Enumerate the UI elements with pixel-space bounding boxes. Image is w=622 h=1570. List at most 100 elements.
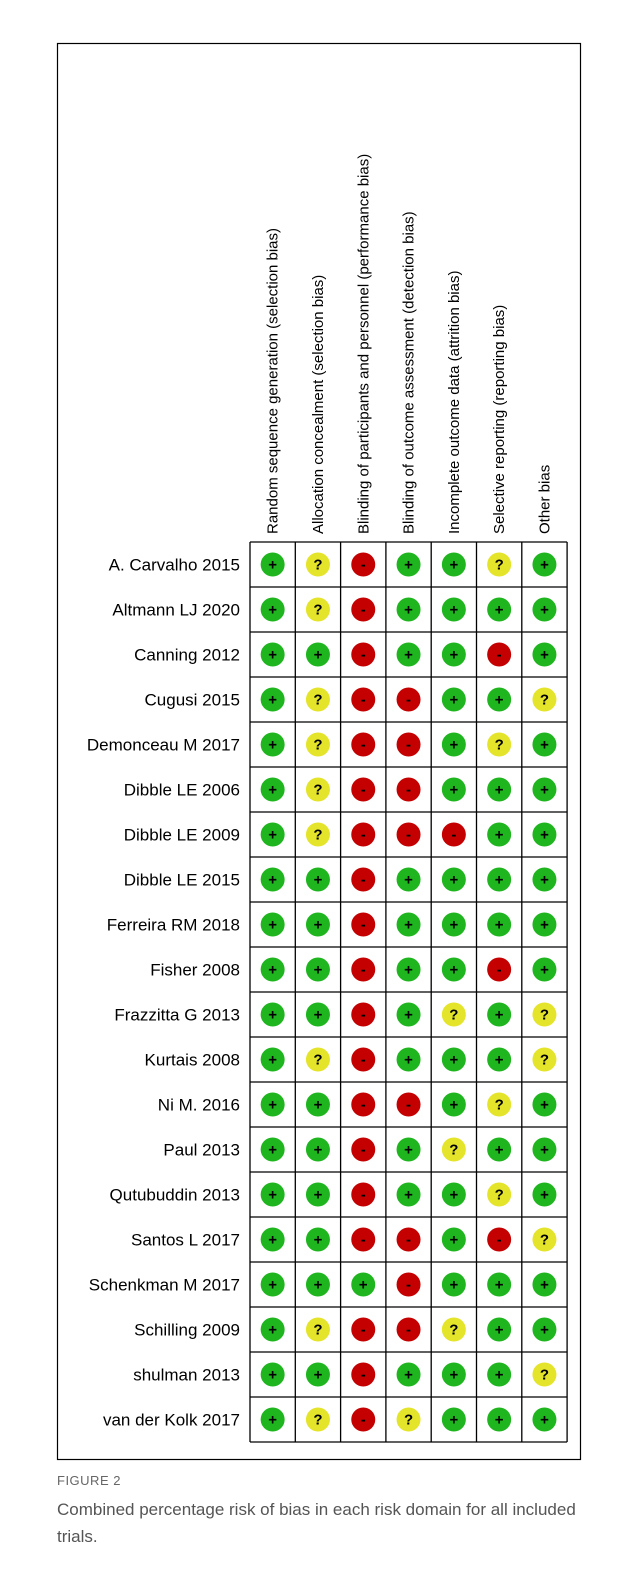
caption-text: Combined percentage risk of bias in each… xyxy=(57,1500,576,1546)
judgment-dot xyxy=(305,912,330,937)
judgment-symbol: - xyxy=(361,917,366,934)
judgment-symbol: + xyxy=(449,557,458,574)
judgment-symbol: + xyxy=(540,1412,549,1429)
judgment-symbol: + xyxy=(268,1007,277,1024)
judgment-symbol: + xyxy=(314,1277,323,1294)
judgment-dot xyxy=(487,1002,512,1027)
judgment-symbol: - xyxy=(361,1322,366,1339)
judgment-symbol: + xyxy=(495,1007,504,1024)
judgment-dot xyxy=(441,597,466,622)
judgment-dot xyxy=(532,1137,557,1162)
judgment-symbol: + xyxy=(449,1097,458,1114)
study-label: Ni M. 2016 xyxy=(158,1096,240,1115)
judgment-symbol: + xyxy=(268,1097,277,1114)
judgment-dot xyxy=(351,1317,376,1342)
domain-label: Other bias xyxy=(536,465,553,534)
judgment-symbol: ? xyxy=(540,1052,549,1069)
judgment-symbol: + xyxy=(449,1412,458,1429)
judgment-symbol: - xyxy=(361,1367,366,1384)
judgment-dot xyxy=(441,1272,466,1297)
judgment-symbol: + xyxy=(540,1142,549,1159)
judgment-dot xyxy=(305,687,330,712)
study-label: Canning 2012 xyxy=(134,646,240,665)
judgment-dot xyxy=(305,552,330,577)
judgment-symbol: + xyxy=(449,1277,458,1294)
judgment-symbol: + xyxy=(449,602,458,619)
judgment-dot xyxy=(260,1362,285,1387)
judgment-symbol: - xyxy=(406,782,411,799)
judgment-symbol: + xyxy=(495,692,504,709)
judgment-dot xyxy=(305,777,330,802)
judgment-symbol: - xyxy=(361,872,366,889)
figure: Random sequence generation (selection bi… xyxy=(56,42,582,1461)
judgment-dot xyxy=(532,1092,557,1117)
judgment-symbol: + xyxy=(314,1232,323,1249)
domain-label: Selective reporting (reporting bias) xyxy=(491,305,508,534)
study-label: Dibble LE 2009 xyxy=(124,826,240,845)
judgment-dot xyxy=(396,912,421,937)
judgment-symbol: - xyxy=(497,1232,502,1249)
judgment-symbol: + xyxy=(268,602,277,619)
judgment-symbol: + xyxy=(540,647,549,664)
study-label: Cugusi 2015 xyxy=(145,691,240,710)
study-label: Schenkman M 2017 xyxy=(89,1276,240,1295)
judgment-symbol: ? xyxy=(313,782,322,799)
judgment-dot xyxy=(532,957,557,982)
judgment-symbol: + xyxy=(449,782,458,799)
judgment-symbol: - xyxy=(361,1097,366,1114)
judgment-dot xyxy=(532,1362,557,1387)
study-label: Schilling 2009 xyxy=(134,1321,240,1340)
judgment-symbol: + xyxy=(268,737,277,754)
judgment-dot xyxy=(396,1317,421,1342)
judgment-symbol: ? xyxy=(313,1412,322,1429)
domain-label: Incomplete outcome data (attrition bias) xyxy=(446,271,463,534)
judgment-symbol: + xyxy=(449,692,458,709)
judgment-dot xyxy=(441,1362,466,1387)
judgment-dot xyxy=(487,1047,512,1072)
judgment-dot xyxy=(351,777,376,802)
judgment-dot xyxy=(487,687,512,712)
judgment-symbol: - xyxy=(361,737,366,754)
judgment-dot xyxy=(260,1407,285,1432)
judgment-dot xyxy=(441,732,466,757)
judgment-symbol: + xyxy=(404,872,413,889)
judgment-dot xyxy=(487,1272,512,1297)
judgment-dot xyxy=(396,957,421,982)
judgment-dot xyxy=(305,1362,330,1387)
judgment-dot xyxy=(260,867,285,892)
judgment-symbol: ? xyxy=(540,1007,549,1024)
judgment-dot xyxy=(351,642,376,667)
judgment-symbol: + xyxy=(540,1322,549,1339)
study-label: Frazzitta G 2013 xyxy=(114,1006,240,1025)
judgment-dot xyxy=(487,732,512,757)
judgment-symbol: - xyxy=(361,1232,366,1249)
judgment-dot xyxy=(441,1137,466,1162)
judgment-dot xyxy=(487,1407,512,1432)
judgment-dot xyxy=(396,1407,421,1432)
judgment-symbol: - xyxy=(497,647,502,664)
judgment-dot xyxy=(441,1092,466,1117)
judgment-dot xyxy=(532,1272,557,1297)
judgment-symbol: + xyxy=(495,1142,504,1159)
judgment-symbol: + xyxy=(268,1052,277,1069)
judgment-dot xyxy=(260,1317,285,1342)
judgment-symbol: ? xyxy=(313,602,322,619)
judgment-symbol: + xyxy=(314,1367,323,1384)
judgment-symbol: + xyxy=(268,1142,277,1159)
judgment-symbol: ? xyxy=(449,1322,458,1339)
judgment-symbol: - xyxy=(361,1052,366,1069)
judgment-symbol: - xyxy=(361,827,366,844)
judgment-dot xyxy=(305,867,330,892)
judgment-symbol: + xyxy=(268,962,277,979)
judgment-dot xyxy=(487,822,512,847)
judgment-dot xyxy=(260,1137,285,1162)
judgment-dot xyxy=(441,867,466,892)
caption-label: FIGURE 2 xyxy=(57,1473,121,1488)
judgment-symbol: - xyxy=(406,737,411,754)
judgment-dot xyxy=(441,1227,466,1252)
study-label: Kurtais 2008 xyxy=(145,1051,240,1070)
judgment-symbol: + xyxy=(540,827,549,844)
judgment-symbol: + xyxy=(404,602,413,619)
judgment-dot xyxy=(532,1002,557,1027)
